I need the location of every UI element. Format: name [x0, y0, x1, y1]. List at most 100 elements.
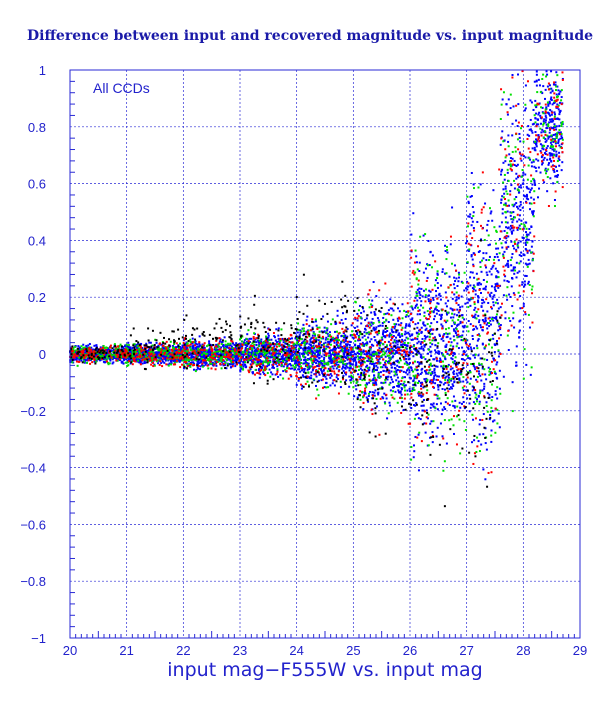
- data-point: [350, 324, 353, 327]
- data-point: [549, 147, 552, 150]
- data-point: [195, 346, 198, 349]
- data-point: [230, 347, 233, 350]
- data-point: [223, 360, 226, 363]
- data-point: [240, 343, 243, 346]
- data-point: [519, 200, 522, 203]
- data-point: [250, 337, 253, 340]
- data-point: [400, 387, 403, 390]
- data-point: [427, 352, 430, 355]
- data-point: [476, 339, 479, 342]
- data-point: [537, 166, 540, 169]
- data-point: [467, 357, 470, 360]
- data-point: [481, 329, 484, 332]
- data-point: [130, 351, 133, 354]
- data-point: [260, 340, 263, 343]
- data-point: [427, 294, 430, 297]
- data-point: [395, 369, 398, 372]
- data-point: [495, 363, 498, 366]
- data-point: [297, 343, 300, 346]
- data-point: [316, 365, 319, 368]
- data-point: [74, 358, 77, 361]
- data-point: [436, 282, 439, 285]
- data-point: [306, 362, 309, 365]
- data-point: [483, 320, 486, 323]
- data-point: [520, 186, 523, 189]
- data-point: [476, 283, 479, 286]
- data-point: [515, 177, 518, 180]
- data-point: [127, 341, 130, 344]
- data-point: [177, 354, 180, 357]
- data-point: [404, 326, 407, 329]
- data-point: [268, 368, 271, 371]
- data-point: [407, 315, 410, 318]
- data-point: [547, 104, 550, 107]
- data-point: [272, 348, 275, 351]
- data-point: [458, 401, 461, 404]
- data-point: [403, 333, 406, 336]
- data-point: [423, 378, 426, 381]
- data-point: [217, 343, 220, 346]
- data-point: [467, 249, 470, 252]
- data-point: [484, 427, 487, 430]
- data-point: [105, 346, 108, 349]
- data-point: [553, 198, 556, 201]
- data-point: [519, 295, 522, 298]
- data-point: [427, 298, 430, 301]
- data-point: [272, 360, 275, 363]
- data-point: [473, 366, 476, 369]
- data-point: [441, 387, 444, 390]
- data-point: [294, 360, 297, 363]
- data-point: [302, 334, 305, 337]
- data-point: [377, 354, 380, 357]
- data-point: [201, 347, 204, 350]
- data-point: [170, 363, 173, 366]
- data-point: [425, 327, 428, 330]
- data-point: [362, 344, 365, 347]
- data-point: [255, 341, 258, 344]
- data-point: [353, 326, 356, 329]
- data-point: [144, 355, 147, 358]
- data-point: [273, 349, 276, 352]
- data-point: [513, 272, 516, 275]
- data-point: [495, 315, 498, 318]
- data-point: [298, 334, 301, 337]
- data-point: [311, 363, 314, 366]
- data-point: [436, 352, 439, 355]
- data-point: [253, 358, 256, 361]
- data-point: [75, 349, 78, 352]
- data-point: [505, 247, 508, 250]
- data-point: [502, 253, 505, 256]
- data-point: [546, 73, 549, 76]
- data-point: [199, 368, 202, 371]
- data-point: [392, 341, 395, 344]
- data-point: [457, 280, 460, 283]
- data-point: [198, 345, 201, 348]
- data-point: [466, 363, 469, 366]
- data-point: [150, 350, 153, 353]
- data-point: [547, 162, 550, 165]
- data-point: [336, 341, 339, 344]
- data-point: [546, 85, 549, 88]
- data-point: [523, 280, 526, 283]
- data-point: [334, 352, 337, 355]
- data-point: [208, 340, 211, 343]
- data-point: [368, 366, 371, 369]
- data-point: [297, 361, 300, 364]
- data-point: [86, 352, 89, 355]
- data-point: [430, 350, 433, 353]
- data-point: [436, 346, 439, 349]
- data-point: [194, 346, 197, 349]
- data-point: [413, 450, 416, 453]
- chart-title: Difference between input and recovered m…: [27, 28, 593, 44]
- data-point: [383, 401, 386, 404]
- data-point: [492, 189, 495, 192]
- data-point: [459, 335, 462, 338]
- data-point: [202, 355, 205, 358]
- data-point: [321, 372, 324, 375]
- data-point: [314, 359, 317, 362]
- data-point: [354, 359, 357, 362]
- data-point: [82, 346, 85, 349]
- data-point: [452, 404, 455, 407]
- data-point: [511, 231, 514, 234]
- data-point: [408, 387, 411, 390]
